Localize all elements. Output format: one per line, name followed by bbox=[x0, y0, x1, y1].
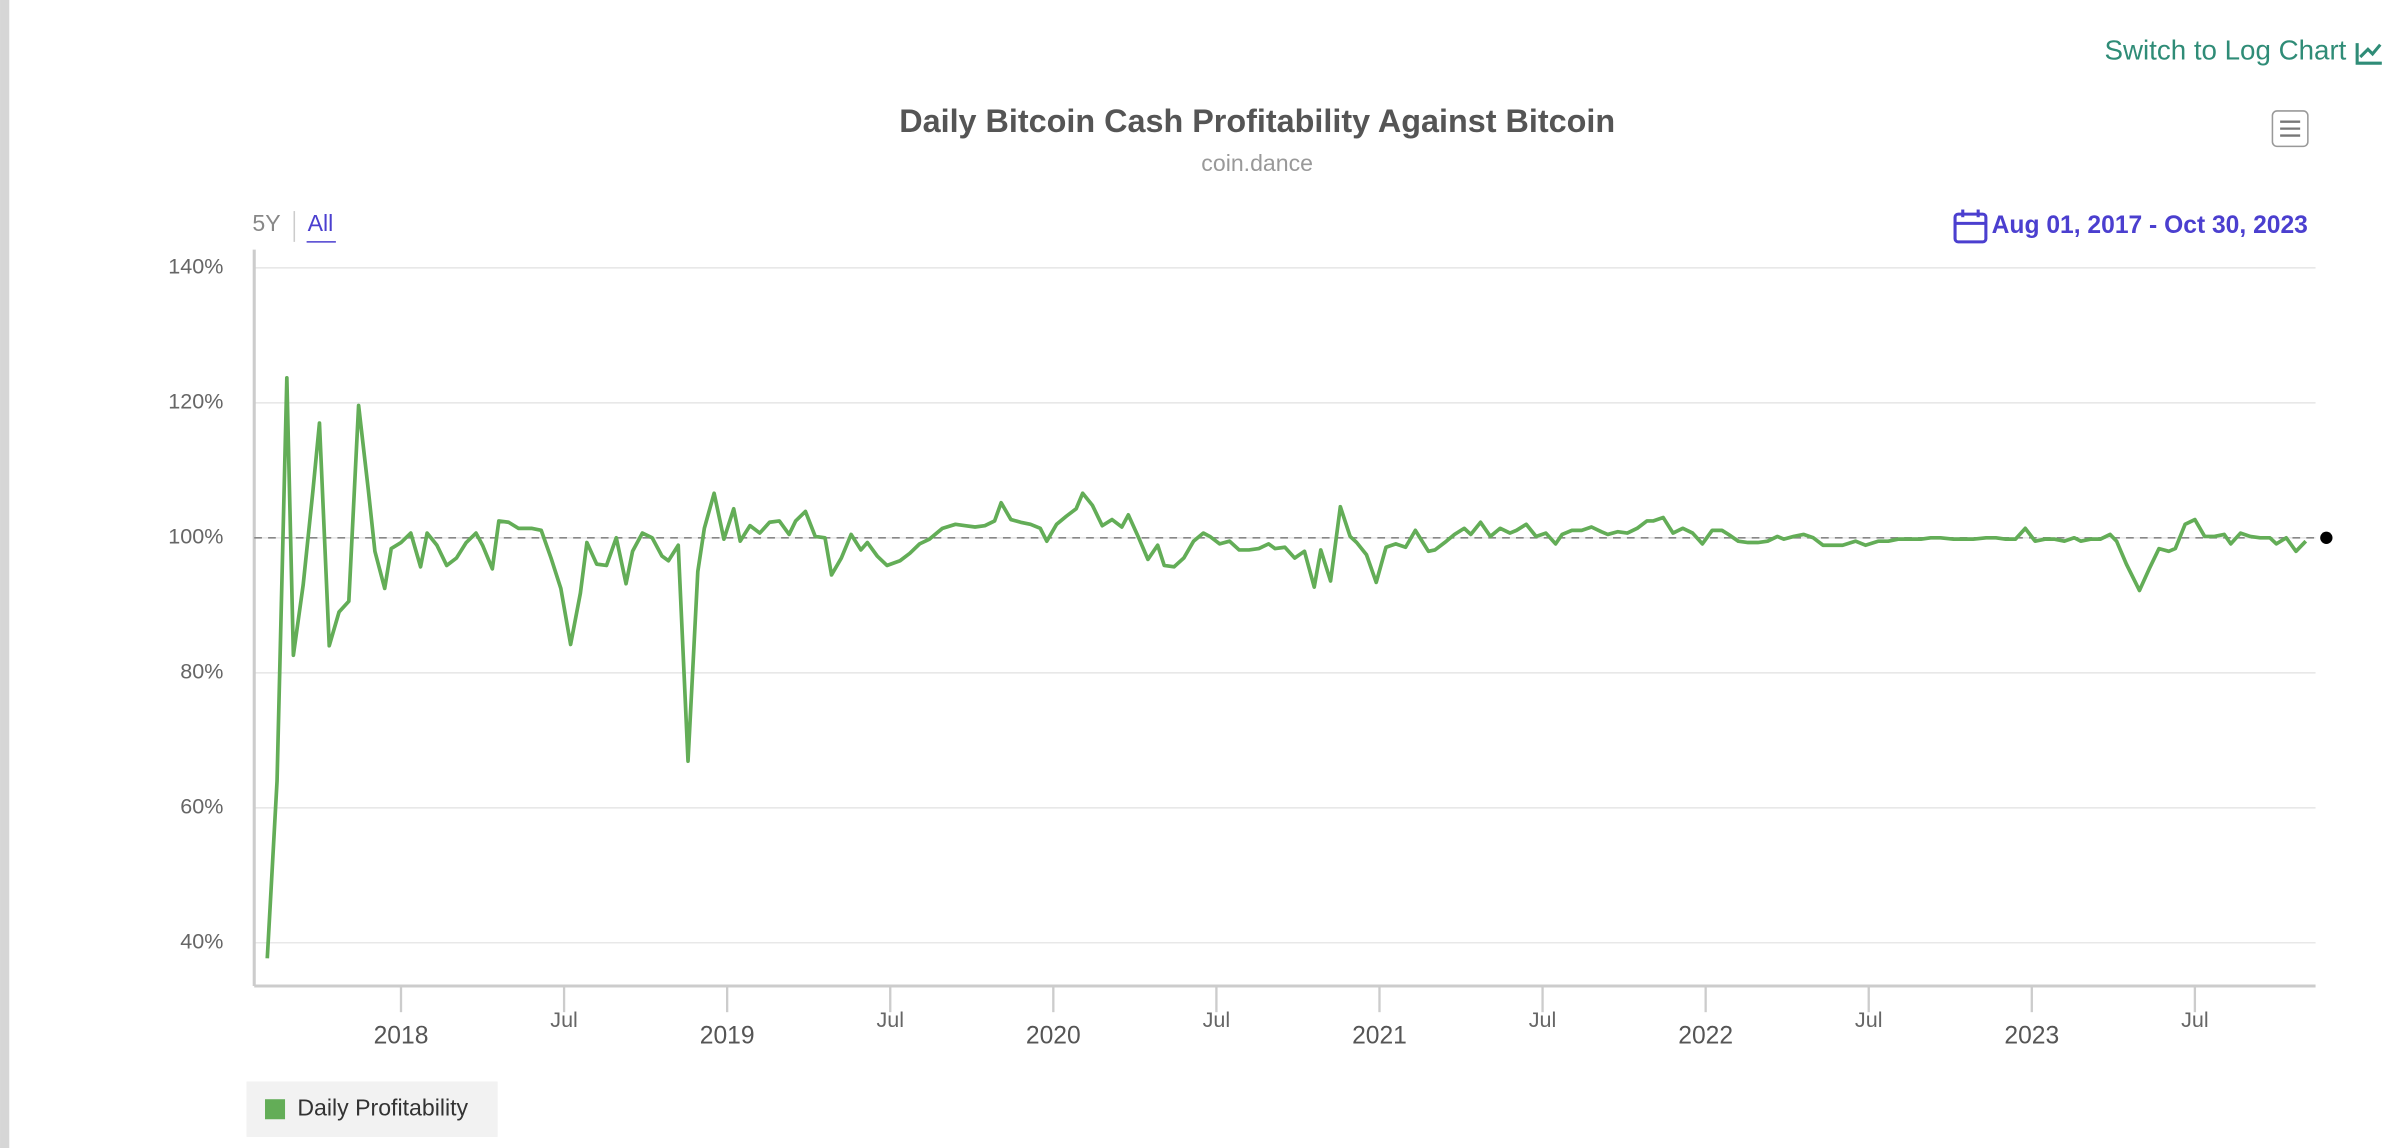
y-tick-label: 100% bbox=[168, 523, 223, 548]
y-tick-label: 140% bbox=[168, 253, 223, 278]
x-tick-label: Jul bbox=[550, 1007, 578, 1032]
x-tick-label: Jul bbox=[2181, 1007, 2209, 1032]
x-tick-label: 2023 bbox=[2004, 1022, 2059, 1049]
x-tick-label: Jul bbox=[1855, 1007, 1883, 1032]
y-tick-label: 60% bbox=[180, 793, 223, 818]
calendar-icon[interactable] bbox=[1953, 209, 1988, 244]
data-line bbox=[265, 375, 2308, 959]
reference-marker bbox=[2320, 531, 2333, 544]
page-border bbox=[0, 0, 10, 1148]
range-button[interactable]: All bbox=[308, 210, 334, 236]
legend-swatch bbox=[265, 1099, 286, 1120]
x-tick-label: 2018 bbox=[374, 1022, 429, 1049]
x-tick-label: 2022 bbox=[1678, 1022, 1733, 1049]
log-icon[interactable] bbox=[2355, 43, 2382, 65]
x-tick-label: Jul bbox=[1203, 1007, 1231, 1032]
log-toggle[interactable]: Switch to Log Chart bbox=[2104, 35, 2346, 66]
chart-subtitle: coin.dance bbox=[1201, 150, 1313, 176]
legend[interactable] bbox=[246, 1081, 498, 1137]
date-range[interactable]: Aug 01, 2017 - Oct 30, 2023 bbox=[1992, 212, 2308, 239]
menu-button[interactable] bbox=[2271, 110, 2309, 148]
y-tick-label: 80% bbox=[180, 658, 223, 683]
y-tick-label: 40% bbox=[180, 928, 223, 953]
x-tick-label: 2021 bbox=[1352, 1022, 1407, 1049]
chart-title: Daily Bitcoin Cash Profitability Against… bbox=[899, 103, 1615, 139]
range-button[interactable]: 5Y bbox=[252, 210, 280, 236]
x-tick-label: 2020 bbox=[1026, 1022, 1081, 1049]
y-tick-label: 120% bbox=[168, 388, 223, 413]
x-tick-label: Jul bbox=[1529, 1007, 1557, 1032]
x-tick-label: 2019 bbox=[700, 1022, 755, 1049]
x-tick-label: Jul bbox=[876, 1007, 904, 1032]
legend-label: Daily Profitability bbox=[297, 1094, 468, 1120]
